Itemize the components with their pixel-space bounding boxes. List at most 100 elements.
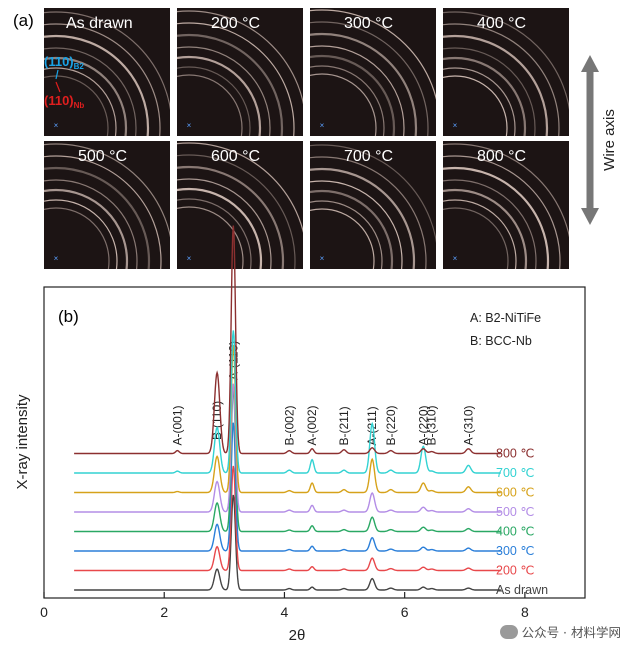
tile-label: 400 °C: [477, 15, 526, 32]
diffraction-ring: [443, 199, 517, 269]
x-tick-label: 6: [401, 604, 409, 620]
wire-axis-arrow-down-icon: [581, 208, 599, 225]
diffraction-ring: [443, 67, 516, 136]
series-label: 800 ℃: [496, 447, 534, 461]
diffraction-ring: [310, 45, 405, 136]
panel-b-label: (b): [58, 307, 79, 326]
diffraction-tile: × 200 °C: [177, 8, 303, 136]
x-tick-label: 8: [521, 604, 529, 620]
series-label: 500 ℃: [496, 505, 534, 519]
beam-center-marker: ×: [453, 121, 458, 130]
diffraction-rings: [310, 9, 436, 136]
beam-center-marker: ×: [54, 254, 59, 263]
diffraction-ring: [443, 188, 528, 269]
diffraction-ring: [310, 156, 427, 269]
tile-label: 500 °C: [78, 148, 127, 165]
diffraction-ring: [44, 155, 162, 269]
beam-center-marker: ×: [320, 121, 325, 130]
plot-frame: [43, 286, 586, 599]
series-line: [74, 225, 501, 455]
series-line: [74, 345, 501, 494]
peak-label: A-(002): [305, 405, 319, 445]
diffraction-ring: [443, 155, 561, 269]
peak-label: B-(211): [337, 406, 351, 445]
series-line: [74, 383, 501, 513]
beam-center-marker: ×: [453, 254, 458, 263]
series-group: 200 ℃: [74, 465, 534, 578]
diffraction-ring: [310, 180, 403, 269]
diffraction-ring: [44, 179, 138, 269]
x-tick-label: 4: [281, 604, 289, 620]
tile-label: 300 °C: [344, 15, 393, 32]
peak-labels: A-(001) B-(110)A-(110)B-(002) A-(002) B-(21…: [170, 341, 475, 446]
diffraction-ring: [310, 167, 416, 269]
tile-label: 600 °C: [211, 148, 260, 165]
diffraction-pattern-grid: × As drawn × 200 °C × 300 °C × 400 °C × 500 °C × 60…: [44, 8, 569, 269]
tile-background: [44, 141, 170, 269]
diffraction-rings: [443, 143, 569, 269]
b2-annotation: (110)B2: [44, 54, 84, 71]
diffraction-ring: [443, 179, 537, 269]
diffraction-ring: [177, 55, 262, 136]
diffraction-ring: [44, 67, 117, 136]
diffraction-ring: [310, 189, 394, 269]
diffraction-ring: [177, 198, 252, 269]
series-group: 400 ℃: [74, 388, 534, 539]
series-label: 300 ℃: [496, 544, 534, 558]
diffraction-ring: [443, 34, 549, 136]
diffraction-rings: [44, 11, 170, 136]
x-tick-label: 2: [160, 604, 168, 620]
diffraction-rings: [177, 142, 303, 269]
diffraction-ring: [44, 47, 137, 136]
series-group: 500 ℃: [74, 383, 534, 519]
x-tick-label: 0: [40, 604, 48, 620]
diffraction-ring: [177, 142, 303, 234]
diffraction-ring: [310, 54, 396, 136]
peak-label: B-(220): [384, 405, 398, 445]
peak-label: B-(310): [425, 405, 439, 445]
diffraction-ring: [44, 188, 129, 269]
diffraction-tile: × 400 °C: [443, 8, 569, 136]
diffraction-ring: [443, 56, 527, 136]
series-line: [74, 388, 501, 533]
beam-center-marker: ×: [187, 254, 192, 263]
series-group: 300 ℃: [74, 422, 534, 558]
diffraction-rings: [443, 11, 569, 136]
b2-pointer: [55, 69, 59, 80]
watermark: 公众号 · 材料学网: [499, 622, 621, 641]
series-label: 400 ℃: [496, 525, 534, 539]
diffraction-ring: [443, 143, 569, 238]
peak-label: A-(211): [365, 406, 379, 445]
diffraction-ring: [310, 144, 436, 244]
diffraction-tile: × 300 °C: [310, 8, 436, 136]
diffraction-ring: [310, 73, 377, 136]
series-group: 600 ℃: [74, 345, 534, 500]
watermark-text: 公众号 · 材料学网: [521, 625, 621, 640]
tile-background: [44, 8, 170, 136]
tile-label: As drawn: [66, 15, 133, 32]
diffraction-ring: [44, 75, 109, 136]
diffraction-ring: [44, 143, 170, 238]
nb-pointer: [55, 81, 61, 93]
diffraction-ring: [443, 47, 536, 136]
diffraction-ring: [44, 207, 110, 269]
diffraction-ring: [177, 46, 271, 136]
diffraction-ring: [44, 166, 151, 269]
series-group: 800 ℃: [74, 225, 534, 461]
tile-background: [443, 8, 569, 136]
diffraction-rings: [177, 10, 303, 136]
series-label: As drawn: [496, 583, 548, 597]
diffraction-ring: [177, 154, 296, 269]
diffraction-ring: [310, 208, 375, 269]
peak-label: B-(002): [282, 405, 296, 445]
diffraction-rings: [44, 143, 170, 269]
diffraction-tile: × 800 °C: [443, 141, 569, 269]
diffraction-ring: [177, 33, 284, 136]
series-line: [74, 494, 501, 591]
diffraction-ring: [443, 166, 550, 269]
diffraction-ring: [177, 178, 272, 269]
nb-annotation: (110)Nb: [44, 93, 84, 110]
diffraction-ring: [310, 200, 383, 269]
diffraction-ring: [177, 66, 251, 136]
